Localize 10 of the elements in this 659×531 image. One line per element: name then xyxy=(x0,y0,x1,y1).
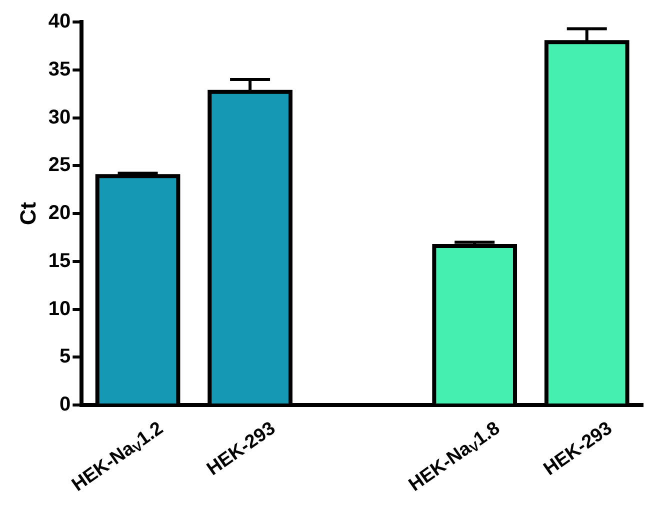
y-tick-label: 40 xyxy=(48,10,71,33)
y-tick-label: 15 xyxy=(48,250,71,272)
y-tick-label: 20 xyxy=(48,202,71,224)
y-axis-title: Ct xyxy=(15,201,40,226)
y-tick-label: 25 xyxy=(48,154,71,176)
y-tick-label: 10 xyxy=(48,298,71,320)
y-tick-label: 35 xyxy=(48,58,71,80)
y-tick-label: 0 xyxy=(60,394,71,416)
y-tick-label: 5 xyxy=(60,346,71,368)
y-tick-label: 30 xyxy=(48,106,71,128)
